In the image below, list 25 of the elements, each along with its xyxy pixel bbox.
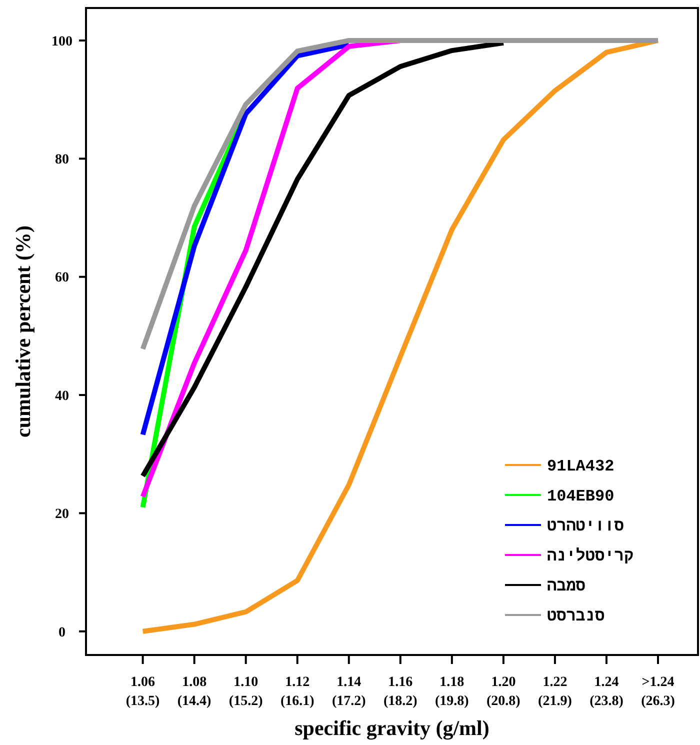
y-tick-label: 40 (55, 388, 69, 404)
x-tick-label: 1.18 (19.8) (435, 675, 470, 709)
x-tick-label: 1.12 (16.1) (280, 675, 315, 709)
x-axis-title: specific gravity (g/ml) (294, 716, 490, 740)
legend-label: 91LA432 (547, 458, 614, 476)
x-tick-label: >1.24 (26.3) (641, 675, 676, 709)
legend-label: קריסטלינה (547, 546, 634, 566)
y-tick-label: 0 (58, 625, 66, 640)
x-tick-label: 1.14 (17.2) (332, 675, 366, 709)
x-tick-label: 1.08 (14.4) (177, 675, 212, 709)
x-tick-label: 1.10 (15.2) (228, 675, 264, 709)
x-tick-label: 1.22 (21.9) (538, 675, 572, 709)
x-tick-label: 1.20 (20.8) (486, 675, 521, 709)
x-tick-label: 1.16 (18.2) (383, 675, 418, 709)
y-tick-label: 60 (55, 270, 69, 286)
x-tick-label: 1.06 (13.5) (126, 675, 160, 709)
y-tick-label: 100 (52, 34, 72, 50)
y-tick-label: 20 (55, 507, 69, 522)
y-tick-label: 80 (55, 152, 69, 168)
legend-label: 104EB90 (547, 488, 614, 506)
y-axis-title: cumulative percent (%) (11, 226, 35, 438)
legend-label: סמבה (547, 578, 586, 596)
x-tick-label: 1.24 (23.8) (590, 675, 624, 709)
legend-label: סוויטהרט (547, 518, 624, 536)
legend-label: סנברסט (547, 608, 606, 626)
